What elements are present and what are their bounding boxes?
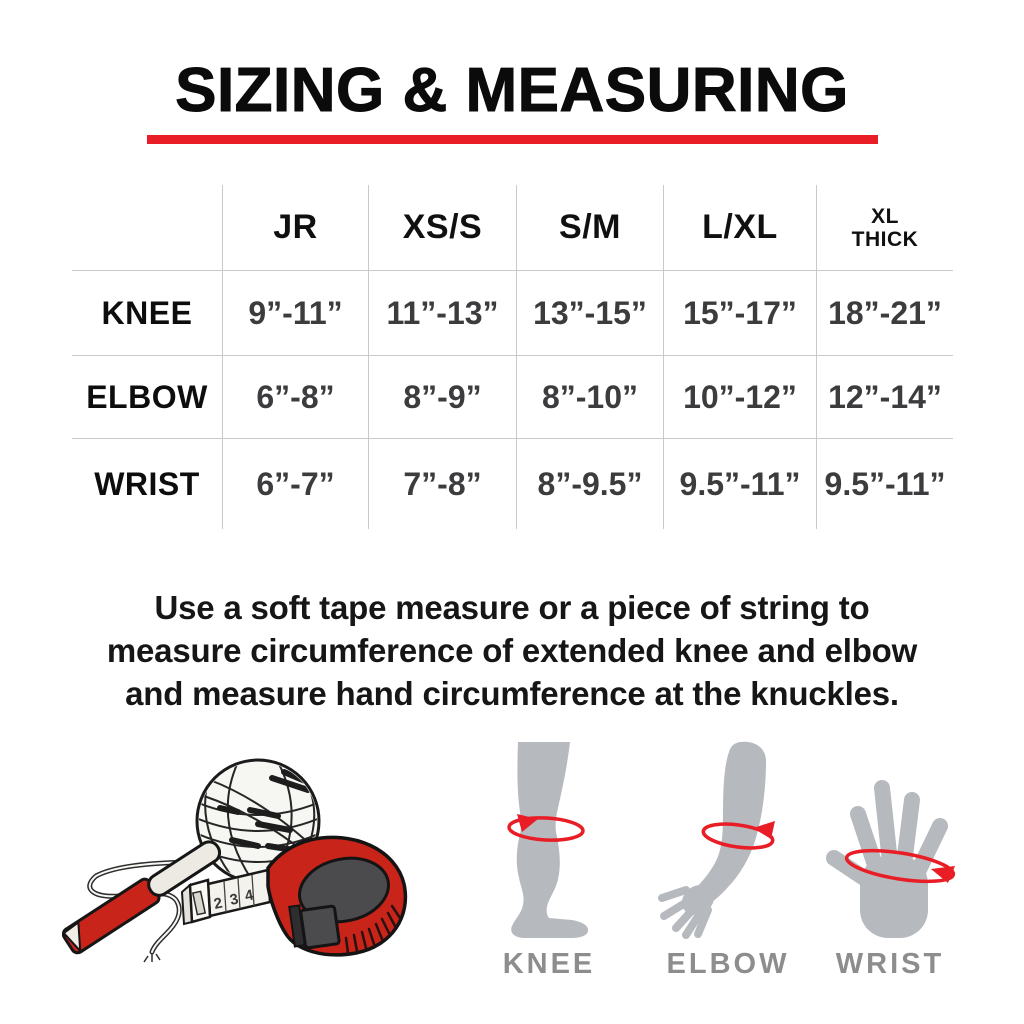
cell-elbow-xss: 8”-9” xyxy=(368,355,516,438)
tape-measure-icon xyxy=(266,835,408,957)
wrist-hand-illustration xyxy=(826,780,956,938)
size-chart-table: JR XS/S S/M L/XL XL THICK KNEE 9”-11” 11… xyxy=(72,185,953,529)
knee-measure-loop-icon xyxy=(507,814,585,842)
knee-leg-illustration xyxy=(507,742,589,938)
caption-knee: KNEE xyxy=(502,948,596,980)
cell-elbow-sm: 8”-10” xyxy=(516,355,663,438)
cell-knee-jr: 9”-11” xyxy=(222,270,368,355)
tape-number: 2 xyxy=(212,895,224,913)
page-title: SIZING & MEASURING xyxy=(175,56,849,125)
col-header-jr: JR xyxy=(222,185,368,270)
cell-wrist-xlthick: 9.5”-11” xyxy=(816,438,953,529)
cell-knee-xss: 11”-13” xyxy=(368,270,516,355)
row-label-elbow: ELBOW xyxy=(72,355,222,438)
measuring-tools-illustration: 2 3 4 xyxy=(62,758,408,963)
elbow-arm-illustration xyxy=(658,741,775,939)
cell-elbow-xlthick: 12”-14” xyxy=(816,355,953,438)
row-label-knee: KNEE xyxy=(72,270,222,355)
tape-icon: 2 3 4 xyxy=(180,868,272,926)
measuring-instructions: Use a soft tape measure or a piece of st… xyxy=(12,586,1012,715)
cell-wrist-xss: 7”-8” xyxy=(368,438,516,529)
cell-wrist-lxl: 9.5”-11” xyxy=(663,438,816,529)
title-underline xyxy=(147,135,878,144)
col-header-xss: XS/S xyxy=(368,185,516,270)
instruction-line-2: measure circumference of extended knee a… xyxy=(106,632,918,669)
caption-elbow: ELBOW xyxy=(666,948,790,980)
cell-elbow-jr: 6”-8” xyxy=(222,355,368,438)
col-header-xlthick: XL THICK xyxy=(816,185,953,270)
cell-wrist-sm: 8”-9.5” xyxy=(516,438,663,529)
cell-wrist-jr: 6”-7” xyxy=(222,438,368,529)
cell-knee-xlthick: 18”-21” xyxy=(816,270,953,355)
tape-number: 3 xyxy=(228,891,240,909)
row-label-wrist: WRIST xyxy=(72,438,222,529)
cell-elbow-lxl: 10”-12” xyxy=(663,355,816,438)
col-header-lxl: L/XL xyxy=(663,185,816,270)
cell-knee-lxl: 15”-17” xyxy=(663,270,816,355)
col-header-sm: S/M xyxy=(516,185,663,270)
fingers xyxy=(658,886,712,939)
wrist-measure-loop-icon xyxy=(844,848,956,884)
cell-knee-sm: 13”-15” xyxy=(516,270,663,355)
elbow-measure-loop-icon xyxy=(701,821,775,850)
caption-wrist: WRIST xyxy=(835,948,945,980)
instruction-line-1: Use a soft tape measure or a piece of st… xyxy=(154,589,870,626)
marker-icon xyxy=(62,840,222,955)
corner-cell xyxy=(72,185,222,270)
instruction-line-3: and measure hand circumference at the kn… xyxy=(125,675,899,712)
